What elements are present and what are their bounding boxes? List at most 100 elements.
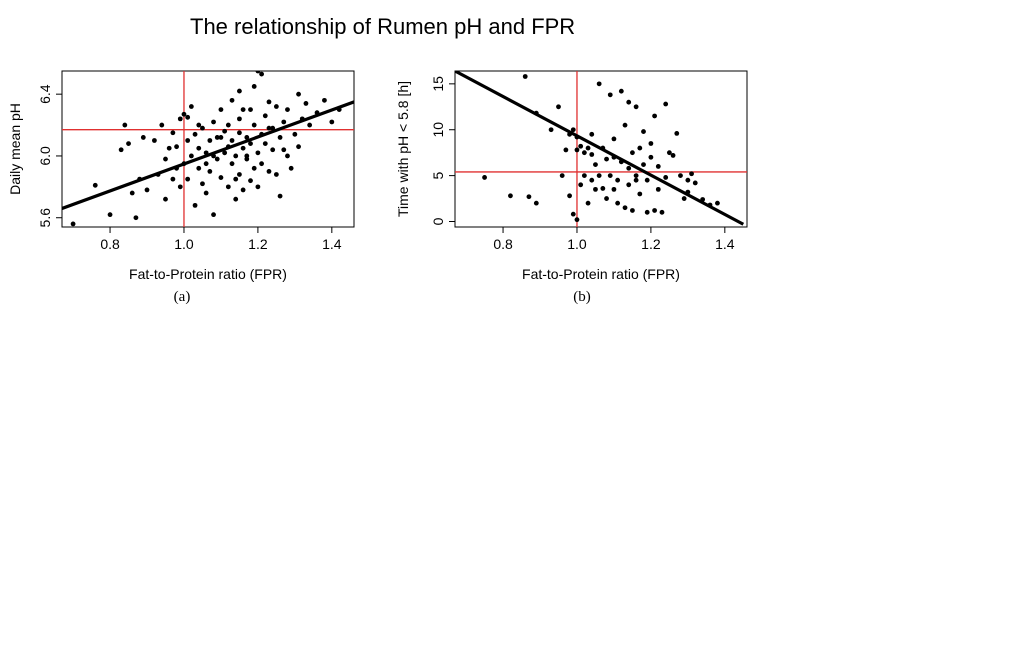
data-point	[233, 153, 239, 159]
data-point	[270, 147, 276, 153]
data-point	[225, 122, 231, 128]
data-point	[652, 208, 657, 213]
data-point	[641, 162, 646, 167]
data-point	[581, 150, 587, 156]
data-point	[322, 97, 327, 103]
panel-caption: (a)	[174, 289, 191, 305]
data-point	[196, 145, 202, 151]
data-point	[218, 107, 224, 113]
data-point	[118, 147, 124, 153]
data-point	[589, 177, 595, 183]
data-point	[585, 145, 591, 151]
data-point	[185, 138, 191, 143]
data-point	[556, 104, 561, 110]
data-point	[251, 165, 257, 171]
data-point	[526, 194, 532, 200]
data-point	[589, 152, 595, 157]
data-point	[678, 173, 683, 179]
y-tick-label: 6.0	[37, 146, 53, 166]
data-point	[152, 138, 157, 143]
data-point	[192, 202, 198, 208]
data-point	[214, 135, 220, 140]
data-point	[607, 92, 613, 98]
panel-b: 0.8 1.0 1.2 1.4 0 5 10 15 Fat-to-Protein ratio (…	[392, 58, 762, 308]
data-point	[129, 190, 135, 196]
data-point	[225, 184, 231, 190]
data-point	[229, 97, 235, 103]
data-point	[281, 119, 287, 125]
data-point	[574, 217, 580, 223]
data-point	[533, 200, 539, 206]
data-point	[626, 182, 632, 188]
data-point	[581, 173, 587, 179]
data-point	[122, 122, 128, 128]
data-point	[296, 91, 301, 97]
data-point	[681, 196, 687, 201]
data-point	[548, 127, 554, 133]
data-point	[292, 131, 298, 137]
data-point	[567, 193, 572, 199]
data-point	[174, 144, 179, 150]
data-point	[218, 175, 224, 180]
data-point	[203, 161, 209, 167]
data-point	[589, 131, 595, 137]
x-tick-label: 1.4	[715, 236, 735, 252]
y-tick-label: 0	[430, 217, 446, 225]
data-point	[177, 184, 183, 190]
data-point	[244, 153, 250, 159]
data-point	[200, 125, 205, 131]
data-point	[251, 84, 257, 89]
data-point	[207, 168, 213, 174]
data-point	[214, 156, 220, 162]
plot-area	[455, 71, 747, 227]
data-point	[611, 136, 617, 142]
data-point	[288, 165, 294, 171]
data-point	[259, 161, 264, 167]
x-tick-label: 1.0	[567, 236, 587, 252]
data-point	[233, 176, 239, 182]
data-point	[237, 172, 242, 177]
data-point	[633, 177, 639, 183]
data-point	[159, 122, 165, 128]
data-point	[281, 147, 287, 153]
data-point	[255, 71, 261, 74]
data-point	[126, 141, 131, 146]
data-point	[622, 122, 628, 128]
x-axis-label: Fat-to-Protein ratio (FPR)	[522, 266, 680, 282]
data-point	[296, 144, 301, 150]
data-point	[211, 212, 216, 218]
data-point	[670, 153, 676, 158]
data-point	[655, 164, 661, 169]
x-tick-label: 1.2	[641, 236, 661, 252]
data-point	[133, 215, 139, 221]
data-point	[273, 104, 279, 109]
data-point	[251, 122, 257, 128]
plot-frame	[454, 70, 748, 228]
data-point	[593, 162, 598, 167]
plot-area	[62, 71, 354, 227]
data-point	[277, 193, 283, 199]
data-point	[237, 116, 242, 122]
data-point	[641, 129, 646, 134]
data-point	[570, 211, 576, 217]
x-axis-label: Fat-to-Protein ratio (FPR)	[129, 266, 287, 282]
data-point	[644, 209, 650, 215]
data-point	[663, 101, 669, 107]
data-point	[633, 104, 639, 110]
data-point	[163, 156, 168, 162]
x-tick-label: 1.2	[248, 236, 268, 252]
data-point	[637, 145, 643, 151]
data-point	[255, 150, 261, 156]
data-point	[644, 177, 650, 183]
data-point	[188, 153, 194, 159]
y-tick-label: 5	[430, 172, 446, 180]
data-point	[262, 141, 268, 146]
y-tick-label: 15	[430, 76, 446, 92]
data-point	[663, 175, 669, 180]
data-point	[218, 135, 224, 140]
data-point	[574, 147, 580, 153]
regression-line	[455, 71, 745, 226]
data-point	[685, 177, 691, 183]
data-point	[196, 165, 202, 171]
data-point	[522, 74, 528, 79]
